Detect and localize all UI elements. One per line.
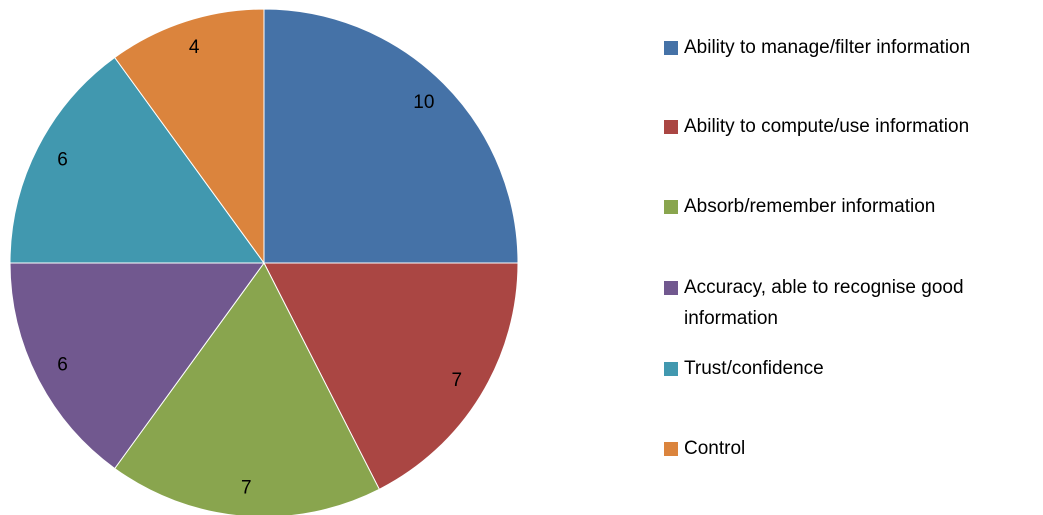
legend-item: Absorb/remember information bbox=[664, 191, 994, 222]
legend-label: Absorb/remember information bbox=[684, 196, 936, 217]
legend-swatch bbox=[664, 362, 678, 376]
legend-label: Trust/confidence bbox=[684, 358, 824, 379]
legend-swatch bbox=[664, 281, 678, 295]
pie-slice bbox=[9, 262, 265, 470]
data-label: 10 bbox=[413, 92, 434, 113]
legend-item: Accuracy, able to recognise good informa… bbox=[664, 272, 994, 334]
legend-label: Ability to manage/filter information bbox=[684, 37, 971, 58]
legend-swatch bbox=[664, 442, 678, 456]
legend-item: Ability to manage/filter information bbox=[664, 32, 994, 63]
legend-label: Accuracy, able to recognise good informa… bbox=[684, 277, 964, 329]
legend-swatch bbox=[664, 120, 678, 134]
legend-item: Trust/confidence bbox=[664, 353, 994, 384]
legend-item: Ability to compute/use information bbox=[664, 111, 994, 142]
pie-slice bbox=[9, 56, 265, 264]
data-label: 4 bbox=[189, 37, 200, 58]
pie-slice bbox=[263, 262, 519, 490]
data-label: 7 bbox=[451, 370, 462, 391]
pie-slice bbox=[114, 262, 380, 515]
legend-swatch bbox=[664, 200, 678, 214]
pie-slice bbox=[263, 8, 519, 264]
legend-swatch bbox=[664, 41, 678, 55]
legend-item: Control bbox=[664, 433, 994, 464]
data-label: 7 bbox=[241, 477, 252, 498]
legend-label: Ability to compute/use information bbox=[684, 116, 970, 137]
legend-label: Control bbox=[684, 438, 746, 459]
data-label: 6 bbox=[57, 149, 68, 170]
pie-slice bbox=[114, 8, 265, 265]
data-label: 6 bbox=[57, 355, 68, 376]
